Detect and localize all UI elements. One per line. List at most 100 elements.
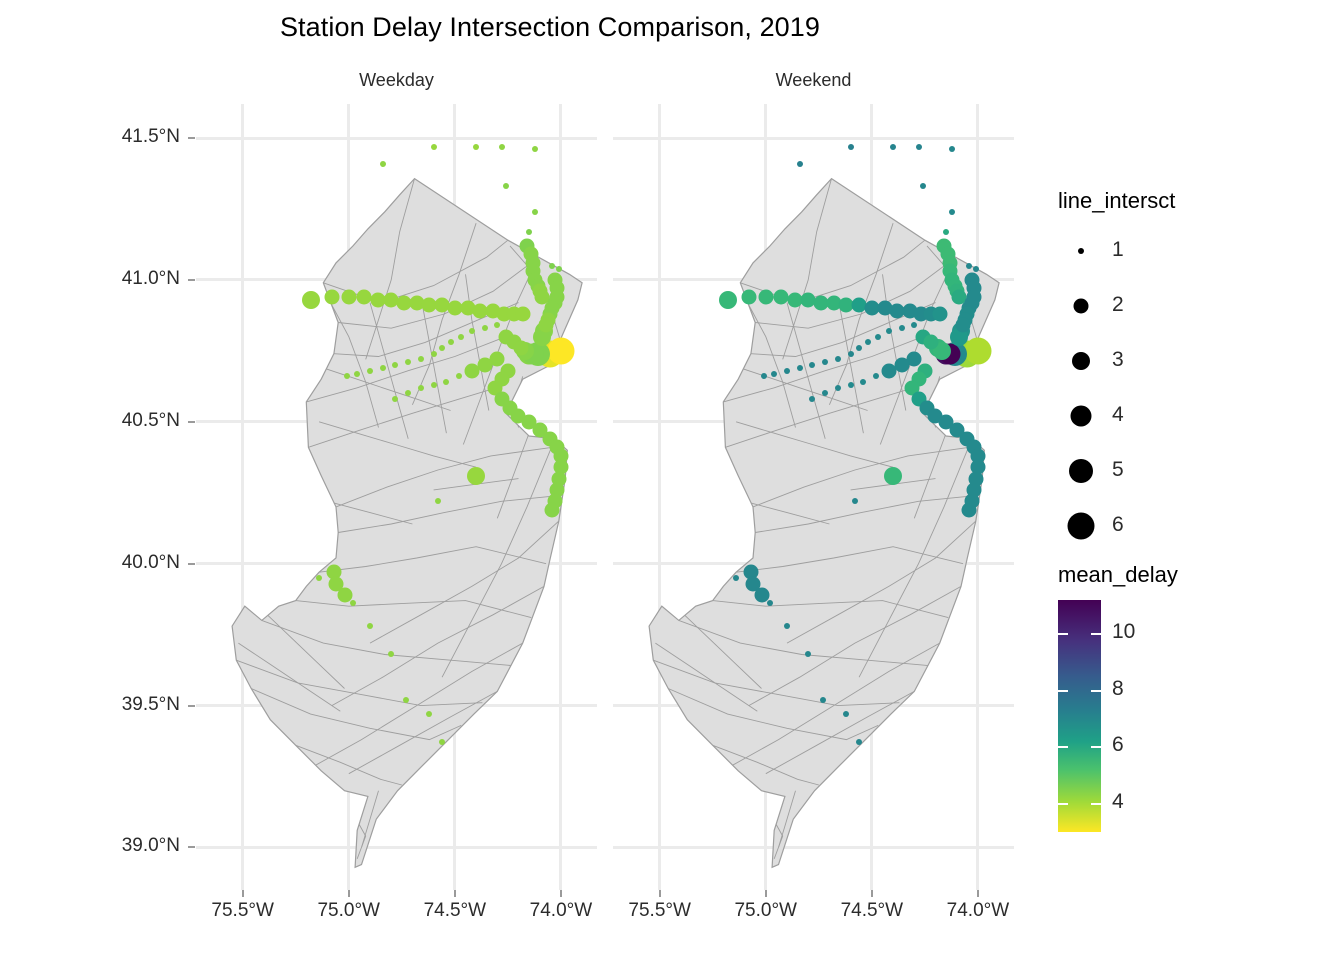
size-legend-dot [1067,512,1095,540]
data-point [961,502,977,518]
color-legend-title: mean_delay [1058,562,1178,587]
data-point [919,183,926,190]
size-legend-dot [1072,352,1090,370]
data-point [366,367,373,374]
data-point [494,322,501,329]
data-point [549,262,556,269]
color-legend-tick [1058,632,1068,635]
x-axis-tick [658,890,661,897]
data-point [767,600,773,607]
data-point [426,711,433,718]
data-point [328,576,344,592]
data-point [951,289,967,305]
gridline-horizontal [196,845,597,849]
x-axis-label: 75.5°W [628,900,691,921]
data-point [337,587,353,603]
data-point [904,380,920,396]
data-point [356,289,372,305]
data-point [754,587,770,603]
data-point [301,290,320,309]
data-point [894,357,910,373]
data-point [966,262,973,269]
color-legend-tick [1091,689,1101,692]
data-point [787,292,803,308]
data-point [826,295,842,311]
data-point [873,373,880,380]
data-point [467,466,486,485]
data-point [864,300,880,316]
data-point [489,351,505,367]
data-point [875,333,882,340]
basemap-new-jersey [231,177,583,869]
y-axis-label: 39.0°N [121,835,180,857]
size-legend-label: 4 [1112,403,1124,426]
data-point [417,384,424,391]
size-legend-key-3 [1058,338,1104,384]
color-legend-tick [1058,689,1068,692]
y-axis-label: 40.5°N [121,409,180,431]
data-point [851,297,867,313]
data-point [733,574,740,581]
data-point [800,292,816,308]
data-point [860,379,867,386]
data-point [809,362,816,369]
data-point [532,146,539,153]
data-point [551,471,567,487]
data-point [481,325,488,332]
data-point [354,370,361,377]
data-point [405,390,412,397]
x-axis-tick [870,890,873,897]
data-point [434,498,441,505]
data-point [534,289,550,305]
data-point [822,390,829,397]
data-point [439,739,446,746]
data-point [383,292,399,308]
size-legend-key-6 [1058,503,1104,549]
data-point [964,337,992,365]
data-point [813,295,829,311]
y-axis-label: 41.0°N [121,267,180,289]
facet-strip-weekday: Weekday [359,70,434,90]
data-point [847,381,854,388]
data-point [805,651,812,658]
data-point [966,482,982,498]
data-point [326,564,342,580]
data-point [430,350,437,357]
data-point [923,334,939,350]
x-axis-label: 74.5°W [840,900,904,921]
y-axis-tick [188,278,195,281]
data-point [343,373,350,380]
data-point [972,265,979,272]
color-legend-label: 6 [1112,733,1124,757]
y-axis-label: 40.0°N [121,551,180,573]
x-axis-label: 74.0°W [946,900,1010,921]
data-point [783,367,790,374]
data-point [403,696,410,703]
data-point [477,357,493,373]
size-legend-dot [1069,459,1093,483]
y-axis-label: 41.5°N [121,126,180,148]
page-title: Station Delay Intersection Comparison, 2… [279,12,821,42]
size-legend-key-5 [1058,448,1104,494]
data-point [796,160,803,167]
data-point [834,356,841,363]
data-point [949,208,956,215]
data-point [970,459,986,475]
data-point [906,351,922,367]
data-point [760,373,767,380]
data-point [458,333,465,340]
data-point [392,396,399,403]
y-axis-tick [188,562,195,565]
gridline-vertical [241,104,245,890]
data-point [885,328,892,334]
data-point [970,448,986,464]
data-point [392,362,399,369]
y-axis-tick [188,420,195,423]
data-point [487,380,503,396]
data-point [515,306,531,322]
size-legend-label: 2 [1112,293,1124,316]
data-point [856,345,863,352]
gridline-horizontal [196,136,597,140]
data-point [473,143,480,150]
data-point [532,208,539,215]
